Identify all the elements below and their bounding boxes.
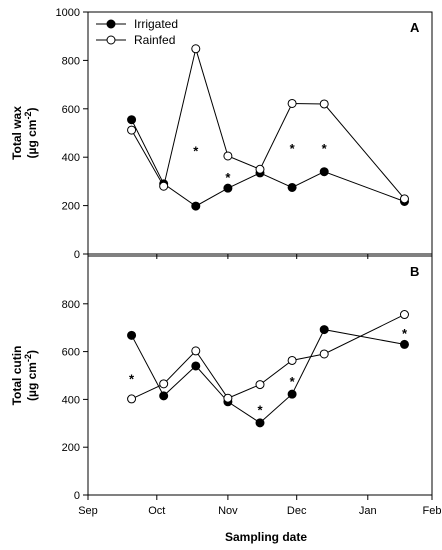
data-point-rainfed — [191, 346, 201, 356]
panel-a: 0 200 400 600 800 1000 * * * * A Total wax (µg c… — [10, 7, 433, 261]
panel-b-y-axis: 0 200 400 600 800 — [62, 299, 88, 502]
y-tick-label: 400 — [62, 152, 80, 164]
legend-marker — [106, 19, 116, 29]
x-tick-label: Dec — [287, 505, 307, 517]
significance-marker: * — [290, 141, 296, 156]
data-point-rainfed — [255, 164, 265, 174]
x-axis-title: Sampling date — [225, 530, 307, 544]
panel-a-y-axis: 0 200 400 600 800 1000 — [56, 7, 88, 261]
panel-b-y-label-exponent: -2 — [23, 354, 33, 362]
y-tick-label: 600 — [62, 104, 80, 116]
y-tick-label: 400 — [62, 394, 80, 406]
data-point-irrigated — [319, 167, 329, 177]
significance-marker: * — [322, 141, 328, 156]
data-point-irrigated — [191, 361, 201, 371]
panel-b-letter: B — [410, 264, 419, 279]
data-point-rainfed — [223, 393, 233, 403]
y-tick-label: 1000 — [56, 7, 80, 19]
significance-marker: * — [290, 374, 296, 389]
x-tick-label: Oct — [148, 505, 165, 517]
data-point-irrigated — [255, 418, 265, 428]
data-point-rainfed — [127, 394, 137, 404]
y-tick-label: 200 — [62, 201, 80, 213]
data-point-irrigated — [287, 389, 297, 399]
data-point-rainfed — [399, 310, 409, 320]
data-point-rainfed — [159, 379, 169, 389]
data-point-rainfed — [191, 44, 201, 54]
data-point-irrigated — [159, 391, 169, 401]
data-point-rainfed — [287, 98, 297, 108]
y-tick-label: 200 — [62, 442, 80, 454]
data-point-rainfed — [223, 151, 233, 161]
panel-b-y-label-line2: (µg cm-2) — [23, 350, 39, 401]
data-point-rainfed — [319, 349, 329, 359]
panel-a-annotations: * * * * — [193, 141, 327, 185]
series-line-irrigated — [131, 119, 405, 207]
panel-a-lines — [131, 46, 405, 207]
data-point-irrigated — [399, 339, 409, 349]
data-point-rainfed — [127, 125, 137, 135]
panel-a-points — [127, 44, 409, 211]
significance-marker: * — [257, 403, 263, 418]
data-point-rainfed — [319, 99, 329, 109]
panel-b-y-label-unit: (µg cm — [25, 362, 39, 401]
data-point-rainfed — [399, 194, 409, 204]
x-tick-label: Jan — [359, 505, 377, 517]
panel-a-frame — [87, 11, 433, 255]
significance-marker: * — [225, 170, 231, 185]
panel-a-y-label-close: ) — [25, 108, 39, 112]
significance-marker: * — [129, 372, 135, 387]
panel-a-y-label-unit: (µg cm — [25, 120, 39, 159]
y-tick-label: 800 — [62, 55, 80, 67]
panel-b-lines — [131, 314, 405, 424]
y-tick-label: 800 — [62, 299, 80, 311]
series-line-rainfed — [131, 314, 405, 400]
panel-b-y-label-close: ) — [25, 350, 39, 354]
y-tick-label: 0 — [74, 249, 80, 261]
data-point-irrigated — [223, 183, 233, 193]
significance-marker: * — [193, 144, 199, 159]
legend: Irrigated Rainfed — [96, 17, 178, 47]
panel-b-x-axis: Sep Oct Nov Dec Jan Feb — [78, 495, 441, 517]
y-tick-label: 600 — [62, 347, 80, 359]
data-point-irrigated — [127, 115, 137, 125]
series-line-rainfed — [131, 46, 405, 200]
data-point-irrigated — [191, 201, 201, 211]
panel-a-y-label-exponent: -2 — [23, 112, 33, 120]
data-point-rainfed — [287, 355, 297, 365]
data-point-irrigated — [287, 182, 297, 192]
panel-b-y-label-line1: Total cutin — [10, 346, 24, 406]
x-tick-label: Sep — [78, 505, 98, 517]
panel-a-y-label: Total wax (µg cm-2) — [10, 106, 39, 160]
y-tick-label: 0 — [74, 490, 80, 502]
panel-b-points — [127, 310, 409, 428]
panel-b-y-label: Total cutin (µg cm-2) — [10, 346, 39, 406]
panel-a-y-label-line2: (µg cm-2) — [23, 108, 39, 159]
significance-marker: * — [402, 326, 408, 341]
data-point-irrigated — [127, 330, 137, 340]
data-point-rainfed — [255, 380, 265, 390]
panel-a-y-label-line1: Total wax — [10, 106, 24, 160]
series-line-irrigated — [131, 329, 405, 424]
panel-a-letter: A — [410, 20, 420, 35]
legend-marker — [106, 35, 116, 45]
legend-label: Irrigated — [134, 17, 178, 31]
x-tick-label: Feb — [423, 505, 442, 517]
data-point-rainfed — [159, 181, 169, 191]
panel-b-annotations: * * * * — [129, 326, 408, 417]
panel-b-frame — [87, 255, 433, 496]
x-tick-label: Nov — [218, 505, 238, 517]
legend-label: Rainfed — [134, 33, 175, 47]
data-point-irrigated — [319, 325, 329, 335]
